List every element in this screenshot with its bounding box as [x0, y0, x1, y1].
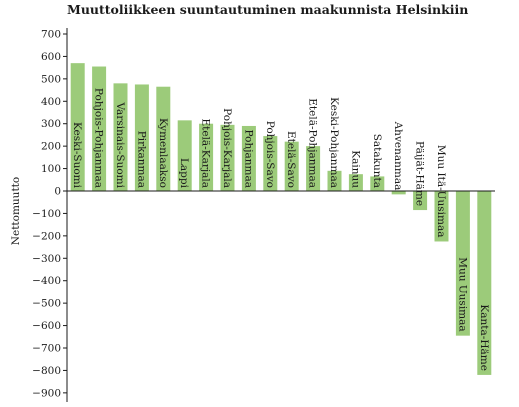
bar	[284, 141, 299, 191]
bar	[134, 84, 149, 191]
bars	[70, 63, 492, 375]
category-label: Kainuu	[349, 150, 361, 188]
y-tick-label: 200	[41, 141, 61, 153]
bar	[177, 120, 192, 191]
bar	[455, 191, 470, 336]
category-label: Pohjois-Savo	[264, 121, 276, 188]
category-label: Lappi	[178, 158, 190, 189]
y-axis-title: Nettomuutto	[10, 177, 22, 245]
y-tick-label: −200	[32, 230, 61, 242]
bar	[263, 136, 278, 191]
y-tick-label: 100	[41, 163, 61, 175]
y-tick-label: −500	[32, 298, 61, 310]
category-label: Keski-Pohjanmaa	[328, 97, 340, 188]
bar	[220, 124, 235, 191]
category-label: Etelä-Karjala	[200, 118, 212, 188]
y-tick-label: −800	[32, 365, 61, 377]
y-tick-label: −400	[32, 275, 61, 287]
category-label: Etelä-Savo	[285, 131, 297, 188]
y-tick-label: 400	[41, 96, 61, 108]
bar	[370, 176, 385, 191]
y-tick-label: 500	[41, 73, 61, 85]
y-tick-label: −100	[32, 208, 61, 220]
y-tick-label: 600	[41, 51, 61, 63]
bar	[434, 191, 449, 242]
bar	[241, 125, 256, 191]
category-label: Pirkanmaa	[135, 131, 147, 188]
y-tick-label: −700	[32, 343, 61, 355]
bar	[413, 191, 428, 211]
category-label: Etelä-Pohjanmaa	[307, 98, 319, 188]
y-tick-label: 0	[54, 186, 61, 198]
category-label: Varsinais-Suomi	[114, 101, 126, 188]
category-label: Pohjanmaa	[242, 130, 254, 188]
category-label: Kymenlaakso	[157, 118, 169, 188]
category-label: Päijät-Häme	[414, 141, 426, 206]
category-label: Ahvenanmaa	[392, 121, 404, 191]
y-axis: 700 600 500 400 300 200 100 0 −100 −200 −300 −400 −5…	[32, 28, 68, 402]
y-tick-label: −300	[32, 253, 61, 265]
category-labels: Keski-Suomi Pohjois-Pohjanmaa Varsinais-Su…	[71, 88, 490, 371]
bar	[156, 86, 171, 191]
bar	[306, 146, 321, 191]
bar	[92, 66, 107, 191]
category-label: Kanta-Häme	[478, 304, 490, 370]
bar	[199, 123, 214, 191]
y-tick-label: 300	[41, 118, 61, 130]
bar	[113, 83, 128, 191]
y-tick-label: −900	[32, 387, 61, 399]
category-label: Pohjois-Pohjanmaa	[93, 88, 105, 188]
category-label: Keski-Suomi	[71, 122, 83, 189]
category-label: Satakunta	[371, 134, 383, 188]
category-label: Muu Uusimaa	[456, 257, 468, 331]
category-label: Pohjois-Karjala	[221, 108, 233, 188]
y-tick-label: 700	[41, 29, 61, 41]
bar	[327, 170, 342, 191]
bar	[477, 191, 492, 375]
bar	[391, 191, 406, 195]
chart-title: Muuttoliikkeen suuntautuminen maakunnist…	[67, 2, 469, 17]
y-tick-label: −600	[32, 320, 61, 332]
bar	[70, 63, 85, 191]
bar	[348, 174, 363, 191]
